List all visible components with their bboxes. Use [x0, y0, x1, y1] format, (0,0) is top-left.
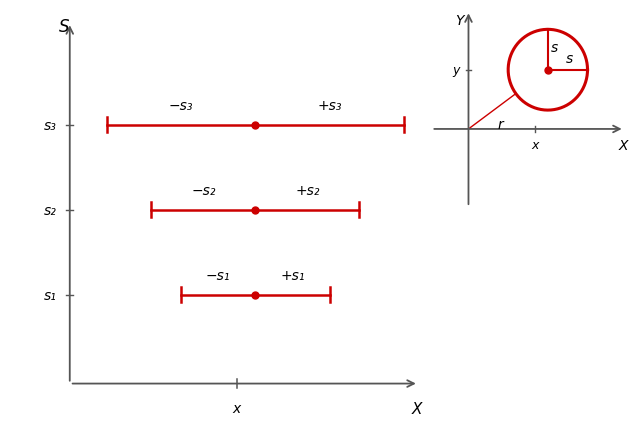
Text: Y: Y — [455, 14, 463, 28]
Text: S: S — [59, 18, 70, 36]
Text: +s₃: +s₃ — [317, 99, 342, 113]
Text: s₃: s₃ — [44, 118, 57, 132]
Text: y: y — [452, 64, 460, 77]
Text: s₂: s₂ — [44, 203, 57, 217]
Text: s: s — [550, 42, 557, 55]
Text: −s₁: −s₁ — [206, 269, 230, 283]
Text: r: r — [497, 117, 503, 131]
Text: +s₁: +s₁ — [280, 269, 305, 283]
Text: −s₂: −s₂ — [191, 184, 216, 198]
Text: x: x — [531, 139, 538, 152]
Text: +s₂: +s₂ — [295, 184, 319, 198]
Text: X: X — [412, 401, 422, 416]
Text: s: s — [566, 52, 573, 66]
Text: −s₃: −s₃ — [169, 99, 193, 113]
Text: X: X — [618, 139, 628, 153]
Text: s₁: s₁ — [44, 288, 57, 302]
Text: x: x — [233, 401, 241, 415]
